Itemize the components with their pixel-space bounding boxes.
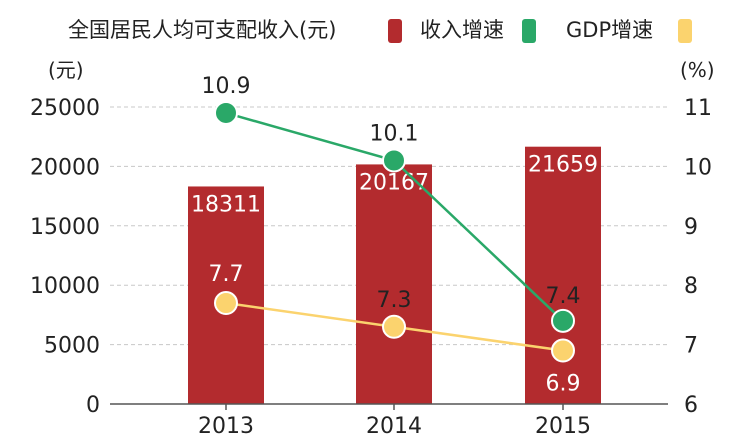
x-tick-label: 2014: [366, 414, 422, 439]
bar-value-label: 21659: [528, 153, 598, 178]
legend-label-income-growth: 收入增速: [420, 18, 504, 42]
left-tick-label: 10000: [30, 274, 100, 299]
legend: 全国居民人均可支配收入(元) 收入增速 GDP增速: [68, 18, 692, 43]
series-point: [551, 308, 575, 333]
legend-label-gdp-growth: GDP增速: [566, 18, 653, 42]
right-tick-label: 9: [684, 215, 698, 240]
point-value-label: 7.7: [209, 262, 244, 287]
left-axis-ticks: 0 5000 10000 15000 20000 25000: [30, 96, 100, 418]
point-value-label: 7.4: [546, 284, 581, 309]
series-point: [382, 148, 406, 173]
bar-value-label: 18311: [191, 192, 261, 217]
legend-swatch-income: [388, 19, 402, 43]
legend-swatch-gdp-growth: [678, 19, 692, 43]
series-point: [214, 291, 238, 316]
line-series: 10.9 10.1 7.4 7.7 7.3 6.9: [202, 74, 581, 397]
point-value-label: 6.9: [546, 372, 581, 397]
left-tick-label: 15000: [30, 215, 100, 240]
legend-swatch-income-growth: [522, 19, 536, 43]
left-tick-label: 20000: [30, 155, 100, 180]
x-tick-label: 2013: [198, 414, 254, 439]
right-axis-ticks: 6 7 8 9 10 11: [684, 96, 712, 418]
point-value-label: 7.3: [377, 288, 412, 313]
left-tick-label: 5000: [44, 334, 100, 359]
left-tick-label: 25000: [30, 96, 100, 121]
right-tick-label: 11: [684, 96, 712, 121]
right-tick-label: 8: [684, 274, 698, 299]
legend-label-income: 全国居民人均可支配收入(元): [68, 18, 336, 42]
right-axis-unit: (%): [680, 58, 715, 82]
bar: [356, 164, 432, 404]
series-point: [214, 100, 238, 125]
point-value-label: 10.1: [370, 121, 419, 146]
point-value-label: 10.9: [202, 74, 251, 99]
left-axis-unit: (元): [48, 58, 84, 82]
left-tick-label: 0: [86, 393, 100, 418]
right-tick-label: 6: [684, 393, 698, 418]
right-tick-label: 10: [684, 155, 712, 180]
series-point: [551, 338, 575, 363]
right-tick-label: 7: [684, 334, 698, 359]
series-point: [382, 314, 406, 339]
x-tick-label: 2015: [535, 414, 591, 439]
x-axis-ticks: 2013 2014 2015: [198, 404, 591, 439]
bar: [525, 146, 601, 404]
